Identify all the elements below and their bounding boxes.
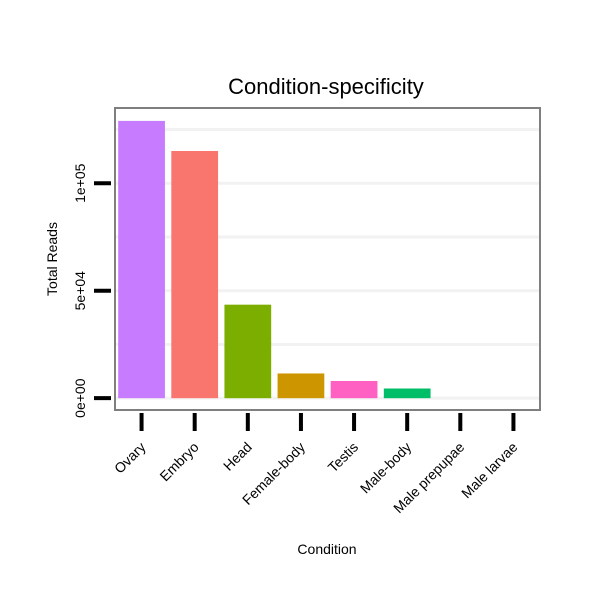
bar-testis <box>330 380 378 399</box>
y-axis: 0e+00 5e+04 1e+05 <box>72 163 111 418</box>
plot-panel-border <box>114 107 541 411</box>
y-axis-label: Total Reads <box>44 222 60 296</box>
y-tick-label: 5e+04 <box>72 271 88 311</box>
y-tick-label: 1e+05 <box>72 163 88 203</box>
bar-head <box>224 304 272 399</box>
bar-male-body <box>383 388 431 399</box>
bars <box>118 120 431 399</box>
y-tick-label: 0e+00 <box>72 378 88 418</box>
bar-ovary <box>118 120 165 399</box>
bar-embryo <box>171 150 219 399</box>
x-axis-label: Condition <box>297 541 356 557</box>
chart-title: Condition-specificity <box>228 74 424 99</box>
bar-female-body <box>277 373 325 399</box>
